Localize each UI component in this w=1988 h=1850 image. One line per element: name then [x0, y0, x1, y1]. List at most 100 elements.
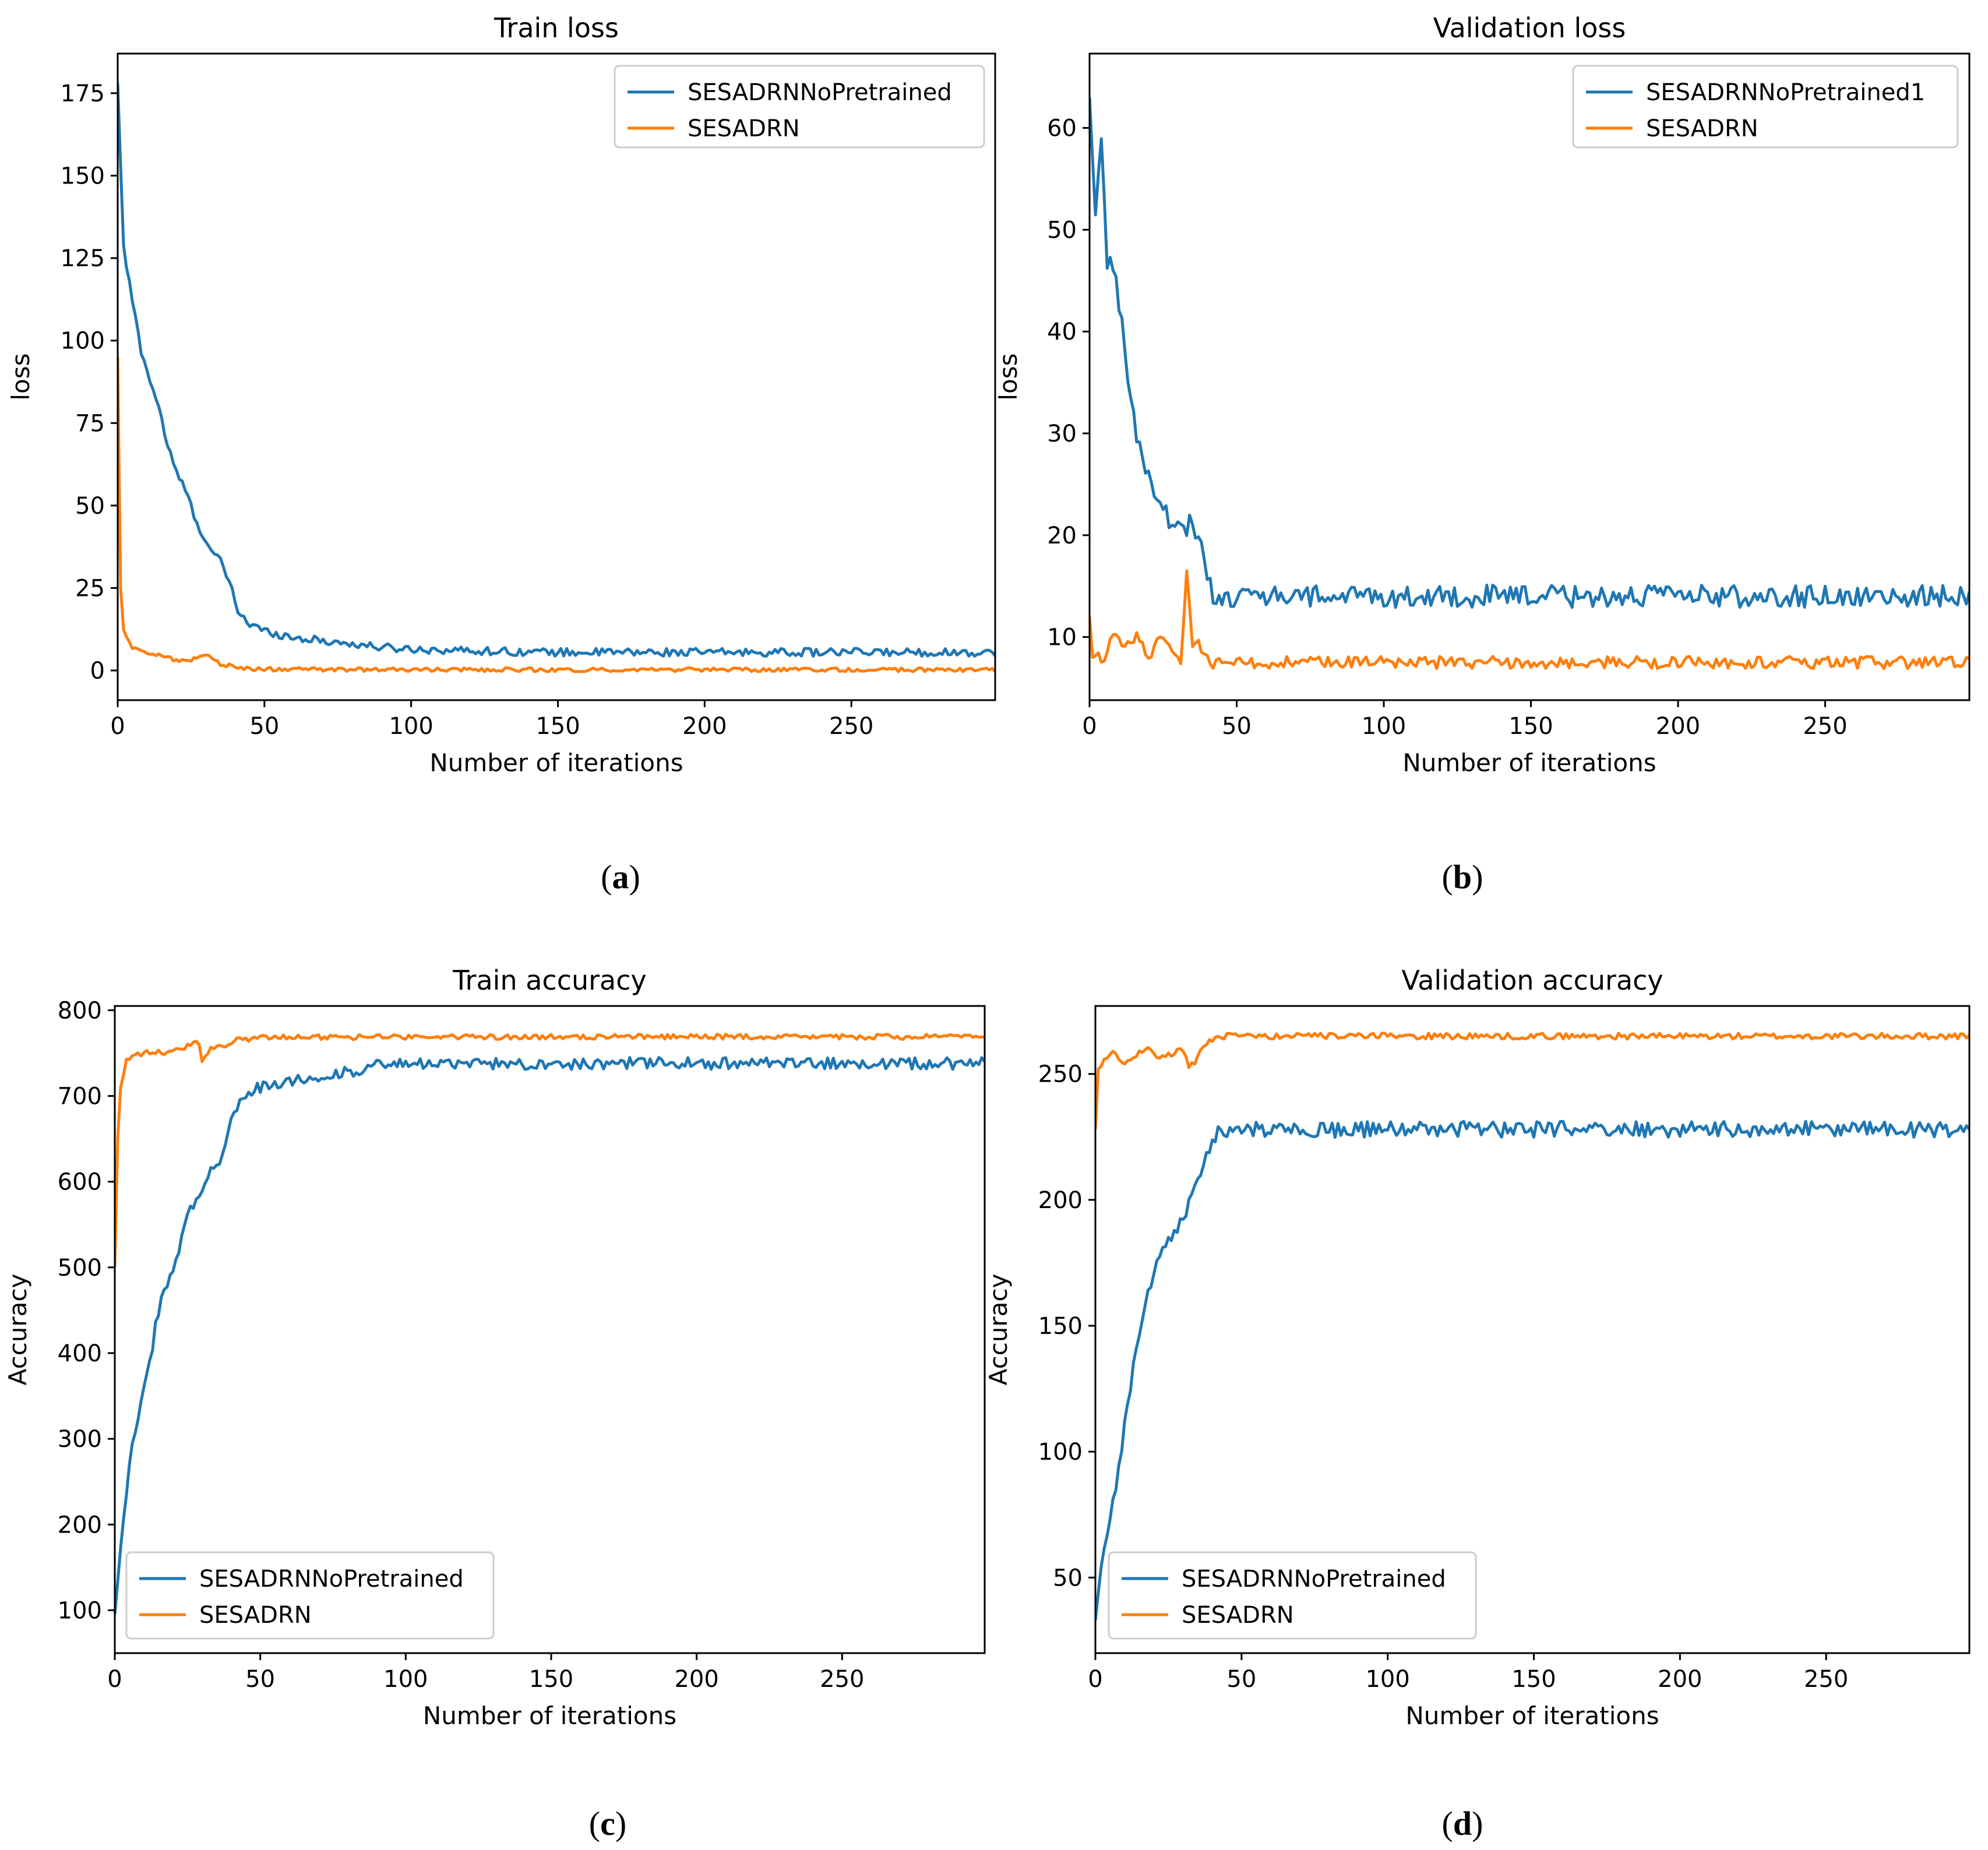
- y-tick-label: 10: [1047, 624, 1077, 651]
- legend: SESADRNNoPretrained1 SESADRN: [1572, 65, 1959, 149]
- y-tick-label: 100: [58, 1597, 102, 1624]
- subfigure-label: (c): [589, 1805, 626, 1842]
- series-line-nopretrained: [1090, 97, 1969, 609]
- legend-box: [614, 65, 985, 149]
- subfigure-label-open: (: [1442, 858, 1453, 896]
- subfigure-label-close: ): [615, 1805, 626, 1842]
- x-tick-label: 50: [249, 713, 279, 740]
- y-tick-label: 125: [61, 245, 105, 272]
- subfigure-label-close: ): [1472, 1805, 1483, 1842]
- plot-frame: [114, 1005, 986, 1654]
- y-tick-label: 100: [61, 328, 105, 355]
- y-tick-label: 200: [1038, 1187, 1083, 1214]
- x-tick-label: 100: [383, 1666, 428, 1693]
- x-tick-label: 100: [389, 713, 433, 740]
- y-tick-label: 500: [58, 1255, 102, 1281]
- x-axis-label: Number of iterations: [1405, 1701, 1659, 1730]
- legend: SESADRNNoPretrained SESADRN: [1108, 1551, 1477, 1640]
- legend-label: SESADRN: [688, 115, 800, 142]
- y-tick-label: 250: [1038, 1061, 1083, 1088]
- x-tick-label: 100: [1365, 1666, 1409, 1693]
- subfigure-label-letter: b: [1453, 858, 1472, 896]
- subfigure-label-letter: d: [1453, 1805, 1472, 1842]
- y-tick-label: 600: [58, 1169, 102, 1196]
- x-axis-label: Number of iterations: [429, 749, 683, 777]
- x-tick-label: 250: [829, 713, 873, 740]
- y-axis-label: Accuracy: [3, 1274, 32, 1386]
- legend-label: SESADRN: [199, 1602, 312, 1629]
- subfigure-label-close: ): [1472, 858, 1483, 896]
- x-tick-label: 250: [1804, 1666, 1848, 1693]
- plot-frame: [1088, 52, 1971, 701]
- chart-title: Validation loss: [1433, 12, 1626, 44]
- chart-panel-a: Train loss 0 50 100 150 200 250 0 25 50 75 100 125 15…: [6, 12, 996, 777]
- subfigure-label-open: (: [589, 1805, 600, 1842]
- chart-panel-c: Train accuracy 0 50 100 150 200 250 100 200 300 40…: [3, 965, 986, 1730]
- y-tick-label: 75: [75, 410, 105, 437]
- x-tick-label: 250: [820, 1666, 864, 1693]
- legend-label: SESADRN: [1646, 115, 1758, 142]
- x-tick-label: 200: [1656, 713, 1700, 740]
- x-tick-label: 250: [1803, 713, 1847, 740]
- x-tick-label: 200: [682, 713, 727, 740]
- x-tick-label: 50: [245, 1666, 275, 1693]
- subfigure-label: (d): [1442, 1805, 1483, 1842]
- y-tick-label: 30: [1047, 421, 1077, 447]
- subfigure-label-letter: c: [600, 1805, 615, 1842]
- chart-title: Train loss: [494, 12, 619, 44]
- x-tick-label: 150: [529, 1666, 573, 1693]
- legend-label: SESADRNNoPretrained: [688, 79, 952, 106]
- y-tick-label: 50: [75, 493, 105, 520]
- subfigure-label-letter: a: [612, 858, 629, 896]
- plot-frame: [1094, 1005, 1971, 1654]
- x-tick-label: 150: [1508, 713, 1553, 740]
- subfigure-label: (a): [601, 858, 640, 896]
- series-line-nopretrained: [115, 1056, 985, 1615]
- subfigure-label-open: (: [1442, 1805, 1453, 1842]
- legend-label: SESADRNNoPretrained1: [1646, 79, 1925, 106]
- legend-label: SESADRNNoPretrained: [1182, 1566, 1446, 1593]
- x-tick-label: 0: [110, 713, 125, 740]
- legend-box: [125, 1551, 495, 1640]
- subfigure-label-close: ): [629, 858, 640, 896]
- x-axis-label: Number of iterations: [423, 1701, 676, 1730]
- series-line-sesadrn: [1095, 1032, 1969, 1129]
- x-tick-label: 100: [1362, 713, 1406, 740]
- y-axis-label: Accuracy: [984, 1274, 1013, 1386]
- legend: SESADRNNoPretrained SESADRN: [614, 65, 985, 149]
- y-tick-label: 100: [1038, 1439, 1083, 1466]
- y-tick-label: 25: [75, 575, 105, 602]
- legend: SESADRNNoPretrained SESADRN: [125, 1551, 495, 1640]
- x-tick-label: 50: [1226, 1666, 1256, 1693]
- x-tick-label: 150: [1511, 1666, 1556, 1693]
- series-line-sesadrn: [118, 356, 995, 673]
- chart-panel-b: Validation loss 0 50 100 150 200 250 10 20 30 40 50…: [994, 12, 1971, 777]
- series-line-sesadrn: [1090, 569, 1969, 670]
- x-tick-label: 150: [535, 713, 580, 740]
- chart-title: Validation accuracy: [1401, 965, 1663, 996]
- x-tick-label: 200: [1658, 1666, 1702, 1693]
- y-axis-label: loss: [994, 353, 1023, 400]
- y-axis-label: loss: [6, 353, 35, 400]
- y-tick-label: 60: [1047, 115, 1077, 142]
- y-tick-label: 0: [90, 658, 105, 684]
- legend-box: [1572, 65, 1959, 149]
- subfigure-label-open: (: [601, 858, 612, 896]
- legend-label: SESADRNNoPretrained: [199, 1566, 464, 1593]
- plot-frame: [117, 52, 996, 701]
- legend-box: [1108, 1551, 1477, 1640]
- x-axis-label: Number of iterations: [1402, 749, 1656, 777]
- series-line-sesadrn: [115, 1033, 985, 1268]
- x-tick-label: 0: [1082, 713, 1097, 740]
- y-tick-label: 175: [61, 80, 105, 107]
- series-line-nopretrained: [1095, 1120, 1969, 1621]
- y-tick-label: 800: [58, 997, 102, 1024]
- x-tick-label: 0: [107, 1666, 122, 1693]
- chart-panel-d: Validation accuracy 0 50 100 150 200 250 50 100 1…: [984, 965, 1971, 1730]
- y-tick-label: 50: [1053, 1565, 1083, 1591]
- y-tick-label: 50: [1047, 217, 1077, 243]
- y-tick-label: 400: [58, 1340, 102, 1367]
- y-tick-label: 700: [58, 1083, 102, 1110]
- y-tick-label: 40: [1047, 319, 1077, 345]
